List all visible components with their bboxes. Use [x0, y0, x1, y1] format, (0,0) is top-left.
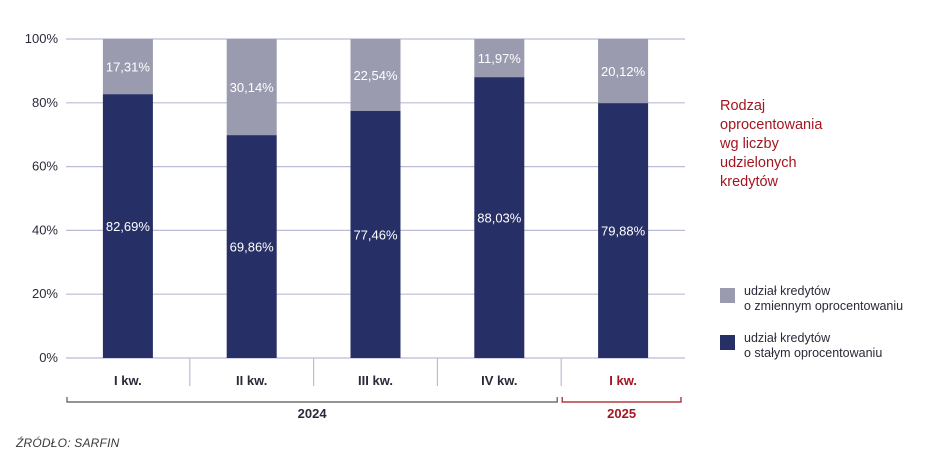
legend-label-line: o stałym oprocentowaniu — [744, 346, 883, 360]
group-bracket — [561, 397, 682, 403]
legend-label-line: udział kredytów — [744, 331, 831, 345]
bar-variable — [102, 39, 153, 95]
y-tick-label: 20% — [32, 286, 58, 301]
chart-title-line: wg liczby — [720, 136, 779, 152]
bar-fixed — [102, 94, 153, 358]
legend-swatch-fixed — [720, 335, 735, 350]
x-tick-label: II kw. — [236, 373, 267, 388]
x-tick-label: I kw. — [114, 373, 142, 388]
x-axis: I kw. II kw. III kw. IV kw. I kw. 2024 2025 — [66, 358, 682, 421]
legend-item-variable: udział kredytów o zmiennym oprocentowani… — [720, 284, 948, 324]
bar-fixed — [474, 77, 525, 359]
chart-title-line: udzielonych — [720, 155, 797, 171]
y-axis-ticks: 0% 20% 40% 60% 80% 100% — [25, 31, 59, 365]
bar-variable — [598, 39, 649, 104]
x-tick-label: IV kw. — [481, 373, 517, 388]
data-label-fixed: 79,88% — [601, 224, 646, 239]
data-label-fixed: 69,86% — [230, 240, 275, 255]
y-tick-label: 100% — [25, 31, 59, 46]
chart-title: Rodzaj oprocentowania wg liczby udzielon… — [720, 97, 920, 192]
chart-title-line: oprocentowania — [720, 117, 823, 133]
x-tick-label: III kw. — [358, 373, 393, 388]
source-note: ŹRÓDŁO: SARFIN — [16, 436, 120, 450]
data-label-fixed: 82,69% — [106, 219, 151, 234]
data-label-variable: 11,97% — [478, 51, 522, 66]
legend-label-variable: udział kredytów o zmiennym oprocentowani… — [744, 284, 903, 314]
bar-variable — [226, 39, 277, 136]
bar-variable — [474, 39, 525, 78]
group-label: 2025 — [607, 406, 636, 421]
x-tick-label: I kw. — [609, 373, 637, 388]
bars: 17,31% 82,69% 30,14% 69,86% 22,54% 77,46% 11,9… — [102, 39, 649, 359]
data-label-variable: 17,31% — [106, 60, 151, 75]
y-tick-label: 80% — [32, 95, 58, 110]
data-label-variable: 22,54% — [353, 68, 398, 83]
data-label-variable: 20,12% — [601, 64, 646, 79]
data-label-fixed: 77,46% — [353, 227, 398, 242]
bar-fixed — [350, 110, 401, 358]
legend-item-fixed: udział kredytów o stałym oprocentowaniu — [720, 331, 948, 371]
bar-fixed — [598, 103, 649, 358]
data-label-fixed: 88,03% — [477, 211, 522, 226]
bar-fixed — [226, 135, 277, 358]
y-tick-label: 40% — [32, 222, 58, 237]
chart-title-line: Rodzaj — [720, 98, 766, 114]
group-bracket — [66, 397, 558, 403]
data-label-variable: 30,14% — [230, 80, 275, 95]
y-tick-label: 60% — [32, 159, 58, 174]
y-tick-label: 0% — [39, 350, 58, 365]
bar-variable — [350, 39, 401, 111]
legend-label-fixed: udział kredytów o stałym oprocentowaniu — [744, 331, 882, 361]
group-label: 2024 — [298, 406, 328, 421]
legend-swatch-variable — [720, 288, 735, 303]
chart-title-line: kredytów — [720, 174, 779, 190]
legend-label-line: o zmiennym oprocentowaniu — [744, 299, 904, 313]
legend-label-line: udział kredytów — [744, 284, 831, 298]
